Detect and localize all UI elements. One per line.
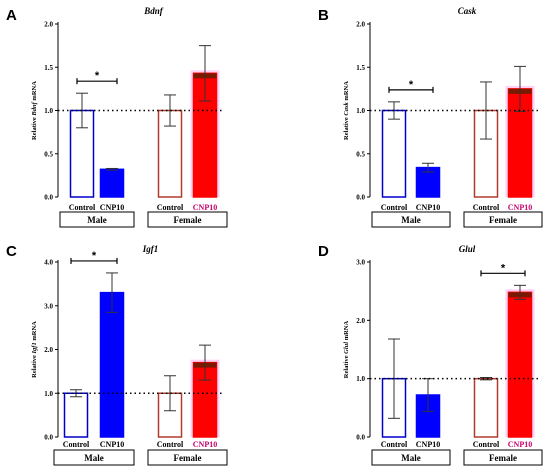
group-box-male [53, 449, 135, 466]
y-tick-label: 0.0 [356, 194, 365, 202]
category-label: CNP10 [193, 440, 217, 449]
y-tick-label: 0.5 [356, 150, 365, 158]
y-tick-label: 1.0 [356, 107, 365, 115]
bar-cnp10-male [99, 291, 125, 438]
y-tick-label: 4.0 [44, 259, 53, 267]
category-label: Control [381, 440, 408, 449]
group-label: Male [401, 215, 421, 225]
y-axis-label: Relative Cask mRNA [343, 81, 350, 140]
y-tick-label: 0.0 [44, 434, 53, 442]
y-axis-label: Relative Igf1 mRNA [31, 321, 38, 378]
panel-letter: C [6, 243, 17, 260]
chart-panel-b: B Cask 0.0 0.5 1.0 1.5 2.0 Relative Cask mRNA * C… [318, 6, 543, 228]
y-tick-label: 2.0 [44, 346, 53, 354]
category-label: Control [473, 440, 500, 449]
group-box-female [147, 211, 228, 228]
group-label: Female [174, 215, 202, 225]
category-label: CNP10 [416, 440, 440, 449]
bar-control-male [63, 392, 89, 438]
category-label: CNP10 [100, 440, 124, 449]
significance-star: * [92, 250, 97, 262]
group-box-female [463, 211, 543, 228]
category-label: Control [69, 203, 96, 212]
group-label: Female [174, 453, 202, 463]
group-box-female [463, 449, 543, 466]
panel-letter: D [318, 243, 329, 260]
chart-panel-d: D Glul 0.0 1.0 2.0 3.0 Relative Glul mRNA * Cont… [318, 243, 543, 466]
group-label: Female [489, 215, 517, 225]
y-tick-label: 1.0 [44, 390, 53, 398]
y-axis-label: Relative Glul mRNA [343, 320, 350, 378]
group-box-female [147, 449, 228, 466]
y-tick-label: 1.0 [356, 375, 365, 383]
category-label: CNP10 [100, 203, 124, 212]
y-tick-label: 1.5 [44, 64, 53, 72]
y-tick-label: 0.0 [44, 194, 53, 202]
y-tick-label: 3.0 [44, 302, 53, 310]
significance-star: * [409, 79, 414, 91]
panel-letter: B [318, 7, 329, 24]
category-label: CNP10 [193, 203, 217, 212]
y-axis-label: Relative Bdnf mRNA [31, 81, 38, 140]
panel-letter: A [6, 7, 17, 24]
group-label: Female [489, 453, 517, 463]
bar-cnp10-female [507, 291, 533, 438]
bar-control-male [381, 109, 407, 198]
category-label: CNP10 [508, 203, 532, 212]
y-tick-label: 2.0 [356, 21, 365, 29]
group-label: Male [401, 453, 421, 463]
category-label: Control [63, 440, 90, 449]
chart-title: Igf1 [142, 244, 159, 254]
y-tick-label: 2.0 [44, 21, 53, 29]
category-label: Control [157, 440, 184, 449]
chart-panel-c: C Igf1 0.0 1.0 2.0 3.0 4.0 Relative Igf1 mRNA * C… [6, 243, 228, 466]
category-label: CNP10 [508, 440, 532, 449]
category-label: Control [157, 203, 184, 212]
group-box-male [371, 449, 451, 466]
category-label: CNP10 [416, 203, 440, 212]
group-box-male [59, 211, 135, 228]
category-label: Control [473, 203, 500, 212]
y-tick-label: 1.5 [356, 64, 365, 72]
bar-control-female [473, 377, 499, 438]
y-tick-label: 1.0 [44, 107, 53, 115]
y-tick-label: 2.0 [356, 317, 365, 325]
chart-panel-a: A Bdnf 0.0 0.5 1.0 1.5 2.0 Relative Bdnf mRNA * C… [6, 6, 228, 228]
group-label: Male [84, 453, 104, 463]
group-box-male [371, 211, 451, 228]
category-label: Control [381, 203, 408, 212]
significance-star: * [501, 262, 506, 274]
chart-title: Cask [458, 6, 477, 16]
chart-title: Glul [459, 244, 476, 254]
y-tick-label: 0.0 [356, 434, 365, 442]
y-tick-label: 3.0 [356, 259, 365, 267]
y-tick-label: 0.5 [44, 150, 53, 158]
chart-title: Bdnf [143, 6, 164, 16]
significance-star: * [95, 70, 100, 82]
bar-cnp10-male [99, 168, 125, 198]
group-label: Male [87, 215, 107, 225]
